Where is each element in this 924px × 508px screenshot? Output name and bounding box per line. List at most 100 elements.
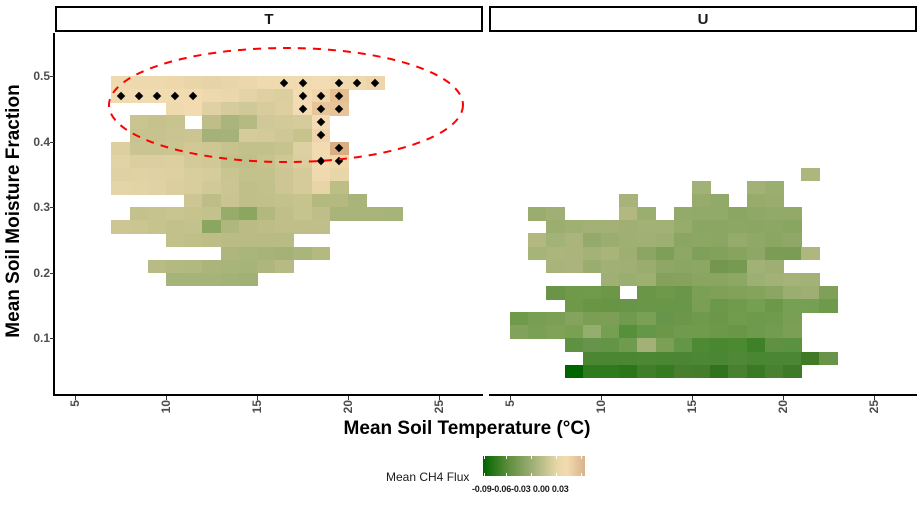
heatmap-tile — [619, 351, 638, 366]
heatmap-tile — [728, 312, 748, 326]
heatmap-tile — [202, 102, 222, 116]
heatmap-tile — [655, 272, 675, 287]
heatmap-tile — [129, 115, 149, 130]
heatmap-tile — [728, 338, 748, 353]
heatmap-tile — [166, 220, 185, 234]
heatmap-tile — [637, 207, 657, 221]
heatmap-tile — [238, 115, 258, 130]
heatmap-tile — [746, 259, 766, 274]
heatmap-tile — [528, 207, 547, 221]
heatmap-tile — [728, 220, 748, 234]
heatmap-tile — [275, 220, 294, 234]
heatmap-tile — [257, 102, 276, 116]
heatmap-tile — [147, 76, 167, 90]
heatmap-tile — [764, 246, 784, 261]
x-tick-mark — [874, 396, 875, 400]
heatmap-tile — [220, 115, 240, 130]
heatmap-tile — [366, 207, 385, 221]
heatmap-tile — [220, 207, 240, 221]
heatmap-tile — [637, 272, 657, 287]
heatmap-tile — [637, 325, 657, 339]
heatmap-tile — [655, 259, 675, 274]
heatmap-tile — [801, 299, 820, 313]
heatmap-tile — [257, 76, 276, 90]
heatmap-tile — [783, 338, 802, 353]
heatmap-tile — [582, 338, 602, 353]
x-tick-mark — [166, 396, 167, 400]
heatmap-tile — [601, 220, 620, 234]
heatmap-tile — [293, 167, 313, 182]
heatmap-tile — [601, 338, 620, 353]
heatmap-tile — [582, 299, 602, 313]
heatmap-tile — [728, 246, 748, 261]
heatmap-tile — [184, 259, 203, 274]
heatmap-tile — [220, 259, 240, 274]
heatmap-tile — [238, 220, 258, 234]
x-tick-mark — [692, 396, 693, 400]
heatmap-tile — [348, 207, 367, 221]
heatmap-tile — [746, 207, 766, 221]
heatmap-tile — [311, 194, 331, 208]
heatmap-tile — [293, 246, 313, 261]
heatmap-tile — [692, 272, 711, 287]
heatmap-tile — [311, 207, 331, 221]
heatmap-tile — [673, 233, 693, 248]
heatmap-tile — [311, 76, 331, 90]
heatmap-tile — [257, 128, 276, 143]
heatmap-tile — [673, 351, 693, 366]
heatmap-tile — [275, 207, 294, 221]
y-tick-label: 0.4 — [33, 134, 50, 149]
heatmap-tile — [184, 181, 203, 195]
heatmap-tile — [293, 181, 313, 195]
heatmap-tile — [202, 115, 222, 130]
y-tick-label: 0.1 — [33, 331, 50, 346]
heatmap-tile — [655, 220, 675, 234]
heatmap-tile — [746, 285, 766, 300]
heatmap-tile — [746, 246, 766, 261]
heatmap-tile — [220, 272, 240, 287]
heatmap-tile — [220, 194, 240, 208]
heatmap-tile — [637, 233, 657, 248]
heatmap-tile — [692, 246, 711, 261]
heatmap-tile — [564, 285, 584, 300]
heatmap-tile — [184, 207, 203, 221]
heatmap-tile — [801, 285, 820, 300]
heatmap-tile — [637, 338, 657, 353]
heatmap-tile — [311, 167, 331, 182]
heatmap-tile — [147, 181, 167, 195]
heatmap-tile — [238, 194, 258, 208]
heatmap-tile — [275, 154, 294, 169]
heatmap-tile — [147, 259, 167, 274]
heatmap-tile — [673, 325, 693, 339]
heatmap-tile — [564, 220, 584, 234]
heatmap-tile — [673, 246, 693, 261]
heatmap-tile — [166, 128, 185, 143]
heatmap-tile — [692, 181, 711, 195]
heatmap-tile — [710, 207, 729, 221]
heatmap-tile — [582, 325, 602, 339]
heatmap-tile — [564, 338, 584, 353]
heatmap-tile — [728, 325, 748, 339]
heatmap-tile — [257, 246, 276, 261]
heatmap-tile — [202, 220, 222, 234]
heatmap-tile — [710, 325, 729, 339]
heatmap-tile — [783, 233, 802, 248]
heatmap-tile — [582, 259, 602, 274]
heatmap-tile — [166, 167, 185, 182]
x-axis-line-U — [489, 394, 917, 396]
heatmap-tile — [238, 167, 258, 182]
heatmap-tile — [202, 272, 222, 287]
x-tick-mark — [348, 396, 349, 400]
heatmap-tile — [147, 115, 167, 130]
heatmap-tile — [147, 220, 167, 234]
heatmap-tile — [728, 285, 748, 300]
heatmap-tile — [564, 246, 584, 261]
heatmap-tile — [564, 233, 584, 248]
heatmap-tile — [764, 299, 784, 313]
heatmap-tile — [510, 325, 529, 339]
heatmap-tile — [819, 351, 839, 366]
heatmap-tile — [692, 259, 711, 274]
heatmap-tile — [673, 338, 693, 353]
heatmap-tile — [710, 194, 729, 208]
heatmap-tile — [655, 233, 675, 248]
